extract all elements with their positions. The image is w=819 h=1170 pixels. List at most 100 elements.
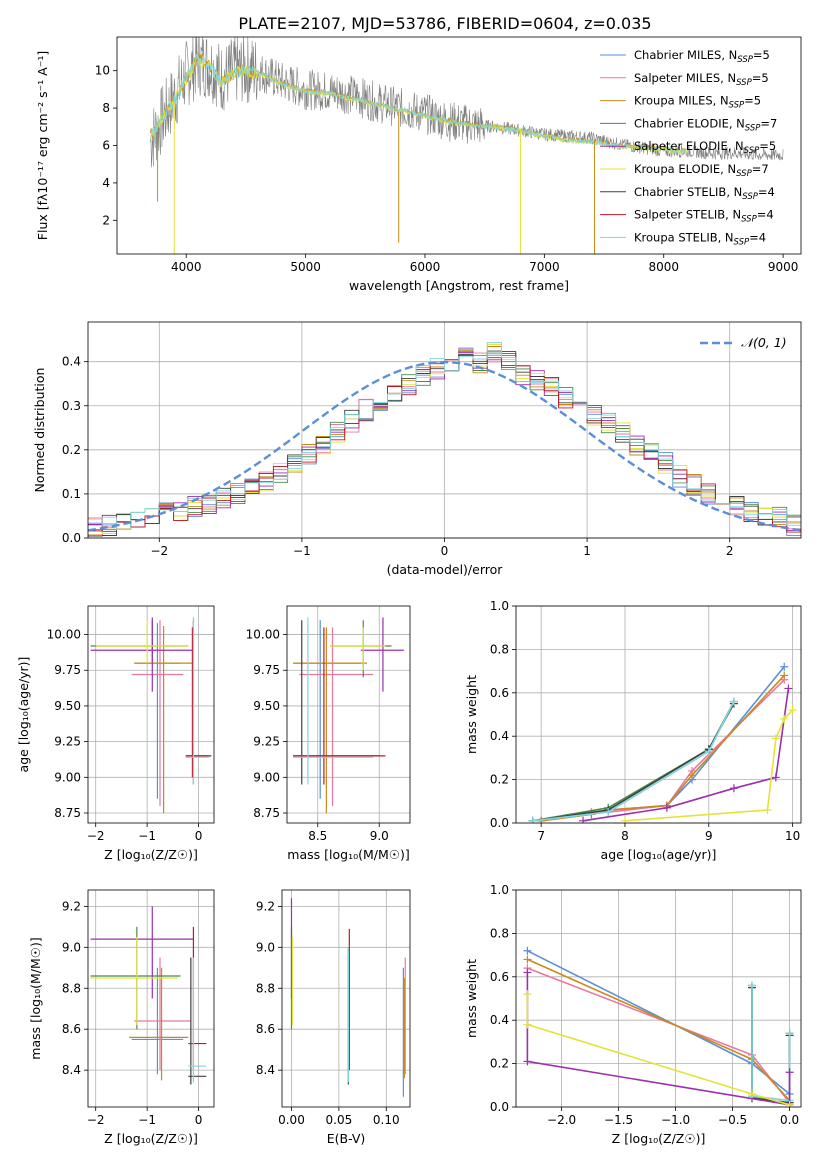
y-tick-label: 9.50 xyxy=(253,699,280,713)
y-tick-label: 8.4 xyxy=(62,1063,81,1077)
y-axis-label: age [log₁₀(age/yr)] xyxy=(16,657,31,773)
x-tick-label: −0.5 xyxy=(718,1113,747,1127)
plot-area xyxy=(88,341,801,537)
axes-frame xyxy=(116,36,802,255)
mass-vs-metallicity-panel: −2 −1 0 8.4 8.6 8.8 9.0 9.2 Z [log₁₀(Z/Z☉)] mass … xyxy=(28,889,215,1146)
y-tick-label: 9.2 xyxy=(62,899,81,913)
y-tick-label: 0.6 xyxy=(490,970,509,984)
legend-label: Salpeter STELIB, NSSP=4 xyxy=(634,208,774,225)
weight-marker xyxy=(579,816,588,823)
x-tick-label: 0.00 xyxy=(278,1113,305,1127)
legend-text: Salpeter STELIB, N xyxy=(634,208,741,222)
y-tick-label: 0.8 xyxy=(490,642,509,656)
x-axis-label: Z [log₁₀(Z/Z☉)] xyxy=(612,1131,706,1146)
spectrum-panel: 4000 5000 6000 7000 8000 9000 2 4 6 8 10 wavelength… xyxy=(35,36,802,293)
legend-label: Kroupa MILES, NSSP=5 xyxy=(634,94,761,111)
legend-label: Salpeter ELODIE, NSSP=5 xyxy=(634,139,776,156)
y-tick-label: 8.75 xyxy=(253,806,280,820)
y-tick-label: 4 xyxy=(102,176,110,190)
weight-marker xyxy=(780,714,789,723)
weight-marker xyxy=(528,816,537,823)
y-tick-label: 0.4 xyxy=(62,355,81,369)
weight-marker xyxy=(763,805,772,814)
legend-subscript: SSP xyxy=(729,101,745,111)
y-axis-label: Flux [fλ10⁻¹⁷ erg cm⁻² s⁻¹ A⁻¹] xyxy=(35,51,50,240)
x-axis-label: Z [log₁₀(Z/Z☉)] xyxy=(104,1131,198,1146)
y-tick-label: 0.2 xyxy=(62,443,81,457)
legend-label: Kroupa STELIB, NSSP=4 xyxy=(634,230,766,247)
legend-label: Chabrier STELIB, NSSP=4 xyxy=(634,185,775,202)
residual-histogram xyxy=(88,351,801,533)
residual-histogram-panel: −2 −1 0 1 2 0.0 0.1 0.2 0.3 0.4 (data-model)/error… xyxy=(32,321,802,577)
y-tick-label: 9.75 xyxy=(253,663,280,677)
weight-marker xyxy=(523,1020,532,1029)
y-tick-label: 10 xyxy=(95,64,110,78)
x-tick-label: 0 xyxy=(195,1113,203,1127)
y-tick-label: 6 xyxy=(102,139,110,153)
y-tick-label: 8.6 xyxy=(62,1022,81,1036)
legend-text: Kroupa STELIB, N xyxy=(634,230,734,244)
y-tick-label: 9.0 xyxy=(256,940,275,954)
weight-vs-metallicity-panel: −2.0 −1.5 −1.0 −0.5 0.0 0.0 0.2 0.4 0.6 0.8 1.0 Z [… xyxy=(464,883,802,1146)
x-tick-label: 7000 xyxy=(529,260,560,274)
y-axis-label: mass [log₁₀(M/M☉)] xyxy=(28,937,43,1059)
x-tick-label: 7 xyxy=(537,829,545,843)
weight-line xyxy=(532,701,735,822)
weight-line xyxy=(527,950,791,1095)
plot-area xyxy=(523,946,794,1107)
y-tick-label: 0.2 xyxy=(490,1057,509,1071)
x-tick-label: 8000 xyxy=(648,260,679,274)
weight-line xyxy=(751,987,791,1104)
x-tick-label: −1 xyxy=(138,829,156,843)
weight-line xyxy=(527,958,791,1102)
y-tick-label: 10.00 xyxy=(47,628,81,642)
x-tick-label: −1 xyxy=(293,544,311,558)
weight-marker xyxy=(688,771,697,780)
weight-vs-age-panel: 7 8 9 10 0.0 0.2 0.4 0.6 0.8 1.0 age [log₁₀(age/yr… xyxy=(464,599,802,862)
legend-text: Kroupa ELODIE, N xyxy=(634,162,736,176)
y-tick-label: 0.1 xyxy=(62,487,81,501)
y-tick-label: 0.0 xyxy=(490,1100,509,1114)
legend-tail: =5 xyxy=(759,139,776,153)
weight-marker xyxy=(788,706,797,715)
x-axis-label: age [log₁₀(age/yr)] xyxy=(601,847,717,862)
figure-title: PLATE=2107, MJD=53786, FIBERID=0604, z=0… xyxy=(238,14,651,33)
residual-histogram xyxy=(88,341,801,531)
legend-subscript: SSP xyxy=(737,55,753,65)
legend-text: Kroupa MILES, N xyxy=(634,94,729,108)
model-spectrum-1 xyxy=(150,55,688,155)
weight-marker xyxy=(780,662,789,671)
weight-marker xyxy=(604,808,613,817)
y-tick-label: 9.25 xyxy=(253,735,280,749)
weight-marker xyxy=(523,955,532,964)
y-tick-label: 0.4 xyxy=(490,1013,509,1027)
x-tick-label: 0 xyxy=(441,544,449,558)
x-tick-label: 9 xyxy=(705,829,713,843)
x-tick-label: 0 xyxy=(195,829,203,843)
y-tick-label: 2 xyxy=(102,213,110,227)
mass-vs-extinction-panel: 0.00 0.05 0.10 8.4 8.6 8.8 9.0 9.2 E(B-V) xyxy=(256,889,411,1146)
axes-frame xyxy=(515,605,802,824)
legend-subscript: SSP xyxy=(742,192,758,202)
weight-marker xyxy=(771,734,780,743)
legend-subscript: SSP xyxy=(741,215,757,225)
y-tick-label: 0.6 xyxy=(490,686,509,700)
y-tick-label: 9.25 xyxy=(54,735,81,749)
x-tick-label: 8.5 xyxy=(308,829,327,843)
weight-line xyxy=(526,972,791,1106)
y-axis-label: mass weight xyxy=(464,675,479,754)
weight-line xyxy=(540,679,785,822)
legend-subscript: SSP xyxy=(745,123,761,133)
axes-frame xyxy=(87,605,215,824)
x-axis-label: wavelength [Angstrom, rest frame] xyxy=(349,278,569,293)
x-tick-label: 0.0 xyxy=(780,1113,799,1127)
weight-line xyxy=(751,985,791,1102)
x-tick-label: 5000 xyxy=(290,260,321,274)
x-tick-label: 1 xyxy=(583,544,591,558)
x-axis-label: (data-model)/error xyxy=(387,562,504,577)
weight-line xyxy=(582,688,790,822)
legend-tail: =5 xyxy=(744,94,761,108)
x-axis-label: mass [log₁₀(M/M☉)] xyxy=(287,847,409,862)
